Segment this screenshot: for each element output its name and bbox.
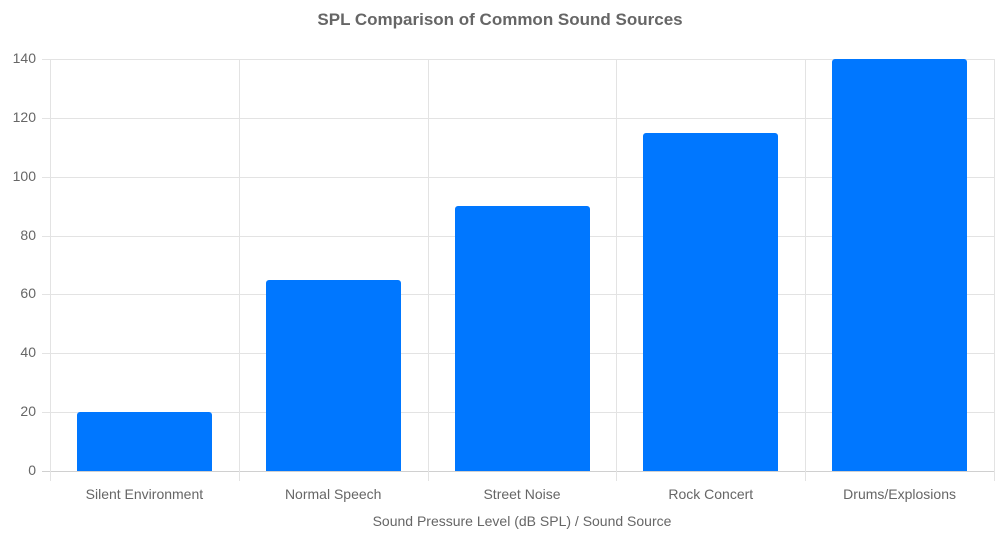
y-tick-label: 100 — [12, 167, 36, 184]
x-tick-label: Drums/Explosions — [843, 486, 956, 502]
plot-area — [42, 59, 995, 481]
bar-street-noise[interactable] — [454, 206, 590, 471]
bar-normal-speech[interactable] — [265, 279, 401, 471]
x-tick-label: Street Noise — [483, 486, 561, 502]
gridline-x — [428, 59, 429, 481]
gridline-y — [42, 176, 994, 178]
chart-title: SPL Comparison of Common Sound Sources — [317, 10, 683, 29]
x-tick-label: Normal Speech — [284, 486, 382, 502]
gridline-x — [239, 59, 240, 481]
gridline-x — [994, 59, 995, 481]
y-tick-label: 60 — [20, 285, 36, 302]
y-tick-label: 40 — [20, 344, 36, 361]
bar-drums-explosions[interactable] — [832, 59, 968, 471]
y-tick-label: 120 — [12, 108, 36, 125]
bar-rock-concert[interactable] — [643, 132, 779, 471]
y-tick-label: 140 — [12, 50, 36, 66]
y-tick-label: 20 — [20, 403, 36, 420]
gridline-x — [616, 59, 617, 481]
gridline-y — [42, 117, 994, 119]
gridline-y — [42, 471, 994, 472]
x-axis-title: Sound Pressure Level (dB SPL) / Sound So… — [372, 513, 672, 529]
y-tick-label: 80 — [20, 226, 36, 243]
gridline-x — [50, 59, 51, 481]
x-tick-label: Silent Environment — [85, 486, 204, 502]
bar-silent-environment[interactable] — [76, 412, 212, 471]
y-tick-label: 0 — [28, 462, 36, 478]
x-tick-label: Rock Concert — [668, 486, 754, 502]
gridline-y — [42, 59, 994, 60]
gridline-x — [805, 59, 806, 481]
